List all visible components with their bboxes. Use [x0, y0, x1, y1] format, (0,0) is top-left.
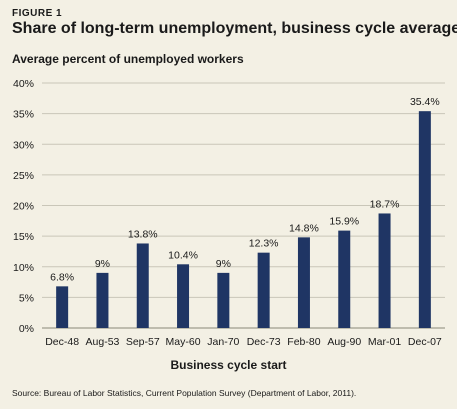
x-tick-label: May-60	[166, 336, 201, 348]
bar	[257, 252, 270, 328]
bar	[56, 286, 69, 328]
source-note: Source: Bureau of Labor Statistics, Curr…	[12, 388, 357, 398]
y-tick-label: 40%	[13, 78, 34, 90]
x-axis-ticks: Dec-48 Aug-53 Sep-57 May-60 Jan-70 Dec-73 Feb-…	[45, 336, 442, 348]
y-tick-label: 20%	[13, 201, 34, 213]
y-tick-label: 25%	[13, 170, 34, 182]
x-tick-label: Aug-90	[327, 336, 361, 348]
y-tick-label: 30%	[13, 139, 34, 151]
x-tick-label: Jan-70	[207, 336, 239, 348]
bar	[177, 264, 190, 328]
data-label: 35.4%	[410, 96, 440, 108]
bar	[96, 272, 109, 328]
bar	[136, 243, 149, 328]
x-tick-label: Feb-80	[287, 336, 320, 348]
data-label: 12.3%	[249, 238, 279, 250]
y-axis-label: Average percent of unemployed workers	[12, 52, 244, 66]
x-tick-label: Dec-48	[45, 336, 79, 348]
gridlines	[42, 82, 445, 329]
y-tick-label: 15%	[13, 231, 34, 243]
y-tick-label: 10%	[13, 262, 34, 274]
y-tick-label: 5%	[19, 292, 34, 304]
data-labels: 6.8% 9% 13.8% 10.4% 9% 12.3% 14.8% 15.9% 18.7% 35…	[50, 96, 440, 283]
x-tick-label: Mar-01	[368, 336, 401, 348]
chart-title: Share of long-term unemployment, busines…	[12, 20, 457, 37]
data-label: 9%	[216, 258, 231, 270]
x-axis-label: Business cycle start	[170, 358, 287, 372]
data-label: 9%	[95, 258, 110, 270]
bar	[297, 237, 310, 328]
data-label: 18.7%	[370, 198, 400, 210]
y-tick-label: 35%	[13, 109, 34, 121]
data-label: 14.8%	[289, 222, 319, 234]
bars	[56, 111, 431, 328]
x-tick-label: Dec-07	[408, 336, 442, 348]
x-tick-label: Dec-73	[247, 336, 281, 348]
data-label: 10.4%	[168, 249, 198, 261]
x-tick-label: Sep-57	[126, 336, 160, 348]
bar	[418, 111, 431, 328]
bar	[217, 272, 230, 328]
x-tick-label: Aug-53	[86, 336, 120, 348]
y-axis-ticks: 0% 5% 10% 15% 20% 25% 30% 35% 40%	[13, 78, 34, 335]
data-label: 6.8%	[50, 271, 74, 283]
figure-label: FIGURE 1	[12, 8, 63, 19]
bar	[338, 230, 351, 328]
data-label: 13.8%	[128, 228, 158, 240]
y-tick-label: 0%	[19, 323, 34, 335]
bar	[378, 213, 391, 328]
data-label: 15.9%	[329, 216, 359, 228]
